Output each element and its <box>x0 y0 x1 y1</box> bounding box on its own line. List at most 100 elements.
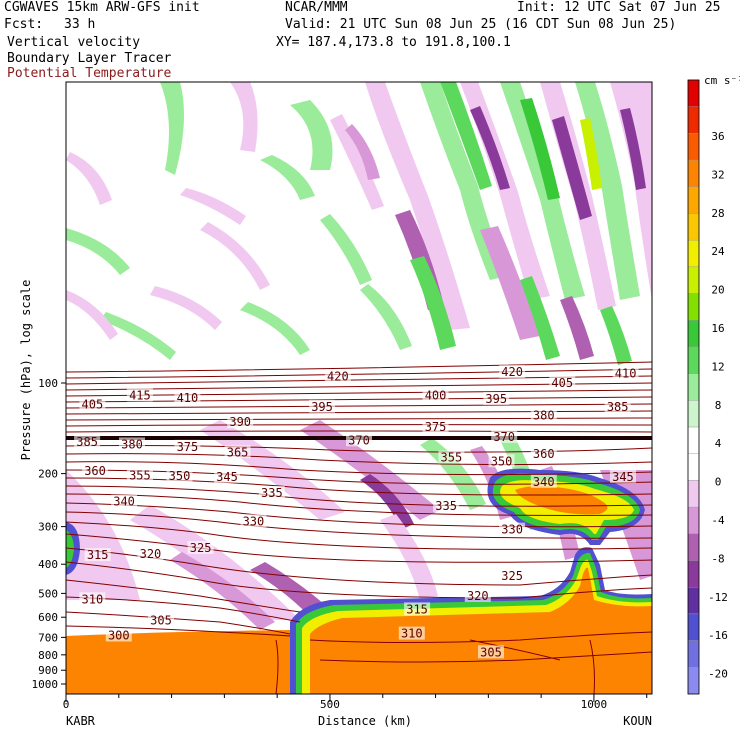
colorbar-swatch <box>687 239 700 268</box>
theta-label-bg <box>530 408 557 422</box>
colorbar-label: -16 <box>708 629 728 642</box>
x-axis-minor-ticks <box>118 694 648 698</box>
theta-label-bg <box>166 469 193 483</box>
theta-label: 300 <box>108 628 130 642</box>
y-tick-label: 900 <box>38 664 58 677</box>
theta-label-bg <box>433 498 460 512</box>
theta-label: 375 <box>425 420 447 434</box>
right-endpoint-label: KOUN <box>623 714 652 728</box>
theta-label: 320 <box>140 547 162 561</box>
model-label: CGWAVES 15km ARW-GFS init <box>4 0 200 15</box>
theta-label-bg <box>422 419 449 433</box>
theta-label: 335 <box>435 499 457 513</box>
theta-label: 345 <box>216 470 238 484</box>
colorbar-frame <box>687 79 700 695</box>
colorbar-label: 16 <box>711 322 724 335</box>
theta-label-bg <box>499 365 526 379</box>
colorbar: 36 32 28 24 20 16 12 8 4 0 -4 -8 -12 -16 -20 <box>687 79 728 695</box>
y-tick-label: 400 <box>38 558 58 571</box>
colorbar-label: 36 <box>711 130 724 143</box>
theta-label-bg <box>82 463 109 477</box>
theta-label-bg <box>499 522 526 536</box>
theta-label: 355 <box>441 451 463 465</box>
theta-label-bg <box>549 376 576 389</box>
theta-label: 415 <box>129 388 151 402</box>
colorbar-swatch <box>687 560 700 588</box>
colorbar-swatch <box>687 79 700 107</box>
theta-label: 305 <box>150 613 172 627</box>
theta-label-bg <box>422 388 449 402</box>
colorbar-swatch <box>687 640 700 668</box>
y-axis-title: Pressure (hPa), log scale <box>19 280 33 461</box>
y-tick-label: 200 <box>38 468 58 481</box>
colorbar-swatch <box>687 213 700 241</box>
colorbar-label: 20 <box>711 284 724 297</box>
theta-label-bg <box>74 434 101 448</box>
theta-label: 325 <box>501 569 523 583</box>
colorbar-swatch <box>687 400 700 428</box>
x-axis-title: Distance (km) <box>318 714 412 728</box>
colorbar-label: -12 <box>708 591 728 604</box>
theta-label: 410 <box>615 367 637 381</box>
theta-label-bg <box>84 548 111 562</box>
theta-label-bg <box>398 626 425 640</box>
theta-label: 405 <box>551 376 573 390</box>
theta-label: 390 <box>229 415 251 429</box>
theta-label: 360 <box>84 464 106 478</box>
init-label: Init: 12 UTC Sat 07 Jun 25 <box>517 0 721 15</box>
theta-label: 340 <box>113 495 135 509</box>
colorbar-swatch <box>687 346 700 374</box>
theta-label-bg <box>612 366 639 380</box>
theta-label-bg <box>346 433 372 447</box>
theta-label-bg <box>227 415 254 429</box>
theta-label: 395 <box>485 392 507 406</box>
colorbar-swatch <box>687 587 700 615</box>
colorbar-swatch <box>687 667 700 695</box>
colorbar-label: 8 <box>715 399 722 412</box>
colorbar-swatch <box>687 186 700 214</box>
colorbar-swatch <box>687 613 700 641</box>
y-tick-label: 300 <box>38 521 58 534</box>
colorbar-label: 28 <box>711 207 724 220</box>
theta-label-bg <box>609 469 636 483</box>
y-tick-label: 500 <box>38 587 58 600</box>
theta-label-bg <box>79 592 106 606</box>
plot-area: 420 420 405 410 415 410 405 400 395 395 385 380 390 3… <box>66 82 652 694</box>
theta-label: 315 <box>87 548 109 562</box>
theta-label: 350 <box>491 454 513 468</box>
theta-label-bg <box>483 391 510 405</box>
theta-label-bg <box>214 469 241 483</box>
theta-label: 305 <box>480 645 502 659</box>
field-vertical-velocity: Vertical velocity <box>7 35 141 50</box>
x-tick-label: 500 <box>320 698 340 711</box>
theta-label: 350 <box>169 469 191 483</box>
theta-label-bg <box>111 494 138 508</box>
theta-label: 345 <box>612 470 634 484</box>
theta-label: 325 <box>190 541 212 555</box>
xy-label: XY= 187.4,173.8 to 191.8,100.1 <box>276 35 511 50</box>
theta-label: 310 <box>82 592 104 606</box>
colorbar-label: -20 <box>708 668 728 681</box>
y-tick-label: 700 <box>38 631 58 644</box>
colorbar-swatch <box>687 480 700 508</box>
y-tick-label: 800 <box>38 649 58 662</box>
colorbar-label: 12 <box>711 360 724 373</box>
theta-label-bg <box>187 540 214 554</box>
theta-label: 335 <box>261 486 283 500</box>
theta-label-bg <box>530 474 557 488</box>
theta-label: 420 <box>327 369 349 383</box>
theta-label-bg <box>477 645 504 659</box>
theta-label-bg <box>530 446 557 460</box>
x-tick-label: 0 <box>63 698 70 711</box>
colorbar-label: -4 <box>711 514 725 527</box>
theta-label: 320 <box>467 589 489 603</box>
org-label: NCAR/MMM <box>285 0 348 15</box>
theta-label: 355 <box>129 469 151 483</box>
fcst-label: Fcst: <box>4 17 44 32</box>
theta-label: 365 <box>227 445 249 459</box>
theta-label-bg <box>126 388 153 402</box>
colorbar-swatch <box>687 266 700 294</box>
theta-label: 370 <box>493 430 515 444</box>
theta-label: 310 <box>401 627 423 641</box>
